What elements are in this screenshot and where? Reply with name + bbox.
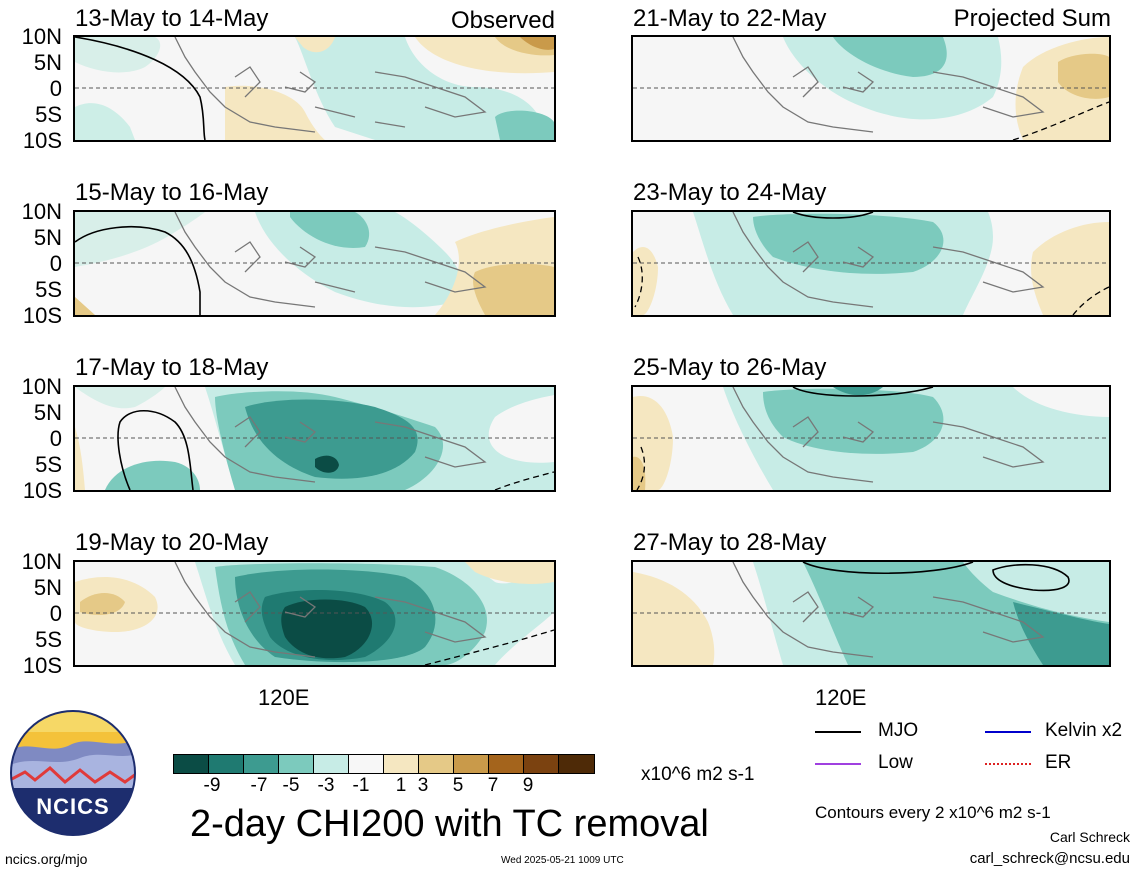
panel-title-8: 27-May to 28-May (633, 529, 827, 556)
map-panel-5 (631, 35, 1111, 142)
colorbar-swatch (314, 755, 349, 773)
contour-note: Contours every 2 x10^6 m2 s-1 (815, 803, 1051, 822)
legend-kelvin-line (985, 731, 1031, 733)
lat-label: 5N (33, 400, 62, 425)
map-panel-4 (73, 560, 556, 667)
panel-title-1: 13-May to 14-May (75, 5, 269, 32)
colorbar-swatch (384, 755, 419, 773)
lon-label-right: 120E (815, 685, 867, 710)
panel-title-3: 17-May to 18-May (75, 354, 269, 381)
colorbar (173, 754, 595, 774)
legend-er-line (985, 763, 1031, 765)
map-panel-2 (73, 210, 556, 317)
lat-label: 10N (21, 24, 62, 49)
author-name: Carl Schreck (1049, 829, 1130, 845)
colorbar-swatch (279, 755, 314, 773)
map-panel-1 (73, 35, 556, 142)
colorbar-tick: 9 (522, 775, 534, 796)
timestamp: Wed 2025-05-21 1009 UTC (501, 855, 624, 866)
lat-label: 5N (33, 225, 62, 250)
lat-label: 5S (35, 102, 62, 127)
lat-label: 10N (21, 374, 62, 399)
colorbar-swatch (524, 755, 559, 773)
colorbar-swatch (349, 755, 384, 773)
map-panel-8 (631, 560, 1111, 667)
colorbar-swatch (244, 755, 279, 773)
lat-label: 10S (22, 303, 62, 328)
colorbar-tick: 3 (417, 775, 429, 796)
panel-title-4: 19-May to 20-May (75, 529, 269, 556)
colorbar-swatch (209, 755, 244, 773)
source-url[interactable]: ncics.org/mjo (5, 851, 88, 867)
colorbar-swatch (174, 755, 209, 773)
author-email: carl_schreck@ncsu.edu (969, 850, 1130, 867)
legend-kelvin-label: Kelvin x2 (1045, 720, 1123, 741)
colorbar-tick: 7 (487, 775, 499, 796)
lat-label: 10S (22, 478, 62, 503)
colorbar-swatch (454, 755, 489, 773)
lat-label: 0 (49, 76, 62, 101)
colorbar-tick: -5 (282, 775, 300, 796)
lat-label: 5S (35, 627, 62, 652)
lat-label: 10S (22, 653, 62, 678)
map-panel-7 (631, 385, 1111, 492)
ncics-logo: NCICS (10, 710, 136, 836)
colorbar-tick: -1 (352, 775, 370, 796)
observed-tag: Observed (450, 7, 555, 34)
lat-label: 5S (35, 277, 62, 302)
lon-label-left: 120E (258, 685, 310, 710)
colorbar-swatch (489, 755, 524, 773)
colorbar-tick: 1 (395, 775, 407, 796)
map-panel-6 (631, 210, 1111, 317)
colorbar-swatch (419, 755, 454, 773)
lat-label: 0 (49, 426, 62, 451)
panel-title-6: 23-May to 24-May (633, 179, 827, 206)
panel-title-2: 15-May to 16-May (75, 179, 269, 206)
panel-title-5: 21-May to 22-May (633, 5, 827, 32)
colorbar-tick: -3 (317, 775, 335, 796)
colorbar-units: x10^6 m2 s-1 (641, 764, 755, 785)
legend-er-label: ER (1045, 752, 1072, 773)
main-title: 2-day CHI200 with TC removal (190, 803, 709, 845)
lat-label: 5S (35, 452, 62, 477)
map-panel-3 (73, 385, 556, 492)
colorbar-tick: -9 (203, 775, 221, 796)
lat-label: 5N (33, 575, 62, 600)
logo-text: NCICS (36, 794, 110, 819)
legend-low-label: Low (878, 752, 913, 773)
lat-label: 5N (33, 50, 62, 75)
legend-mjo-line (815, 731, 861, 733)
legend-mjo-label: MJO (878, 720, 919, 741)
lat-label: 10N (21, 549, 62, 574)
legend-low-line (815, 763, 861, 765)
lat-label: 0 (49, 251, 62, 276)
colorbar-swatch (559, 755, 594, 773)
lat-label: 10S (22, 128, 62, 153)
lat-label: 0 (49, 601, 62, 626)
lat-label: 10N (21, 199, 62, 224)
projected-sum-tag: Projected Sum (953, 5, 1111, 32)
panel-title-7: 25-May to 26-May (633, 354, 827, 381)
colorbar-tick: -7 (250, 775, 268, 796)
colorbar-tick: 5 (452, 775, 464, 796)
